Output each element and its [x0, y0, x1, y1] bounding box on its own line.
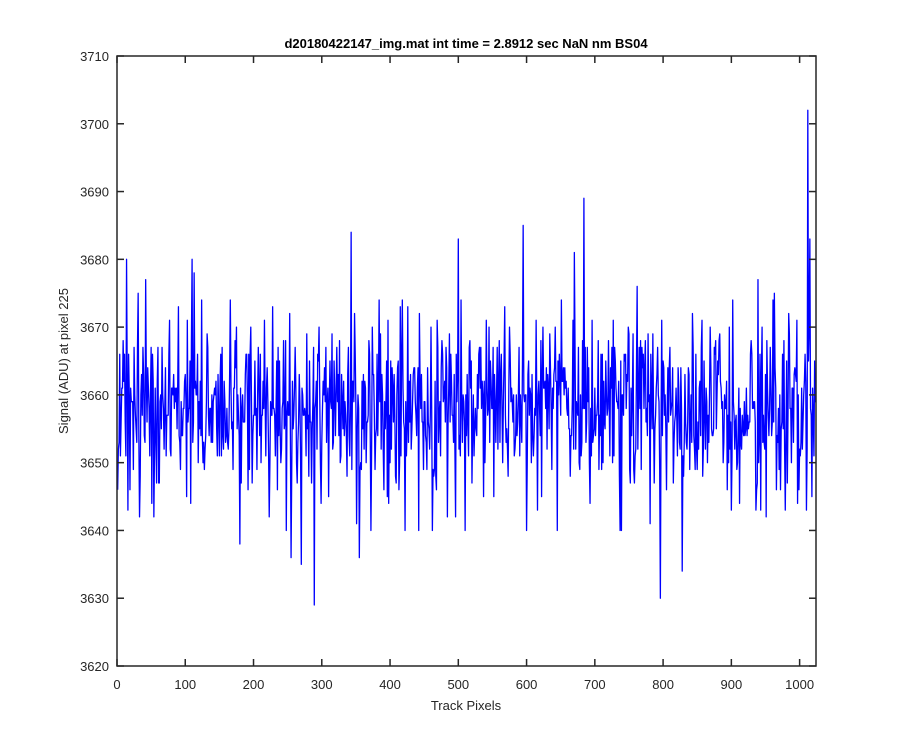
- axes-layer: 0 100 200 300 400 500 600 700 800 900 1000 3620 3630…: [80, 49, 817, 692]
- x-tick-label: 100: [174, 677, 196, 692]
- x-tick-label: 800: [652, 677, 674, 692]
- x-tick-label: 900: [721, 677, 743, 692]
- y-tick-label: 3620: [80, 659, 109, 674]
- x-tick-label: 400: [379, 677, 401, 692]
- x-tick-label: 1000: [785, 677, 814, 692]
- x-tick-label: 0: [113, 677, 120, 692]
- y-tick-label: 3640: [80, 523, 109, 538]
- x-tick-label: 600: [516, 677, 538, 692]
- y-tick-label: 3710: [80, 49, 109, 64]
- series-line: [117, 109, 816, 606]
- axes-frame: [116, 55, 817, 667]
- y-tick-label: 3690: [80, 185, 109, 200]
- x-tick-label: 300: [311, 677, 333, 692]
- y-tick-label: 3700: [80, 117, 109, 132]
- series-layer: [117, 109, 816, 606]
- y-tick-label: 3680: [80, 252, 109, 267]
- chart-title: d20180422147_img.mat int time = 2.8912 s…: [284, 36, 648, 51]
- x-tick-label: 700: [584, 677, 606, 692]
- plot-area: [117, 56, 816, 666]
- y-tick-label: 3660: [80, 388, 109, 403]
- y-tick-label: 3650: [80, 456, 109, 471]
- y-tick-label: 3670: [80, 320, 109, 335]
- x-tick-label: 500: [447, 677, 469, 692]
- y-axis-label: Signal (ADU) at pixel 225: [56, 288, 71, 434]
- x-axis-label: Track Pixels: [431, 698, 502, 713]
- x-tick-label: 200: [243, 677, 265, 692]
- y-tick-label: 3630: [80, 591, 109, 606]
